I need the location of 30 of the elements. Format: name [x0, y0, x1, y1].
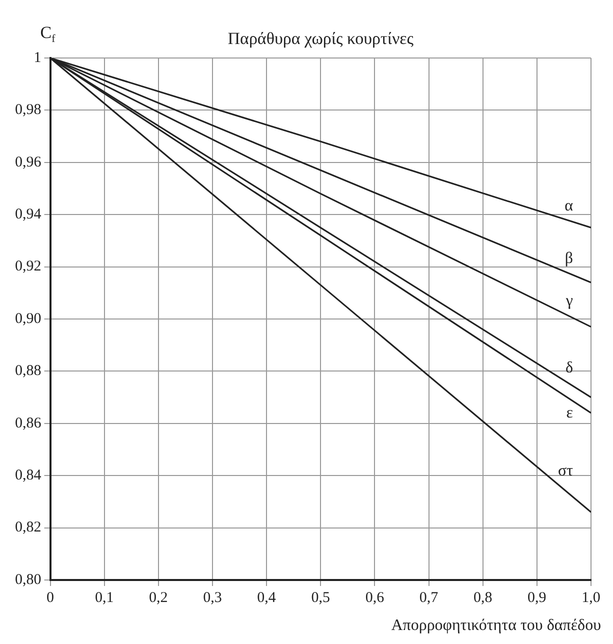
x-tick-label: 0,1 — [94, 590, 114, 606]
y-tick-label: 0,82 — [15, 520, 42, 536]
y-tick-label: 0,98 — [15, 102, 42, 118]
y-tick-label: 0,96 — [15, 154, 42, 170]
x-tick-label: 0,9 — [528, 590, 546, 606]
x-tick-label: 0,5 — [311, 590, 330, 606]
chart-title: Παράθυρα χωρίς κουρτίνες — [228, 28, 414, 48]
x-axis-title: Απορροφητικότητα του δαπέδου — [391, 617, 602, 634]
x-tick-label: 0,8 — [473, 590, 492, 606]
x-tick-label: 0,3 — [203, 590, 222, 606]
y-tick-label: 0,80 — [15, 572, 42, 588]
x-tick-label: 1,0 — [582, 590, 600, 606]
series-label: γ — [564, 292, 573, 310]
y-tick-label: 1 — [34, 50, 42, 66]
series-label: δ — [565, 359, 573, 376]
y-tick-label: 0,92 — [15, 258, 42, 275]
y-tick-label: 0,94 — [15, 206, 42, 223]
series-label: στ — [558, 462, 574, 480]
y-tick-label: 0,86 — [15, 415, 42, 432]
x-tick-label: 0,2 — [149, 590, 168, 606]
x-tick-label: 0,7 — [419, 590, 439, 606]
x-tick-label: 0 — [46, 590, 54, 606]
series-label: α — [564, 197, 574, 214]
series-label: β — [564, 250, 573, 267]
y-tick-label: 0,88 — [15, 363, 42, 380]
series-label: ε — [566, 404, 574, 422]
x-tick-label: 0,4 — [257, 590, 276, 606]
y-tick-label: 0,84 — [15, 468, 42, 484]
y-tick-label: 0,90 — [15, 310, 42, 327]
x-tick-label: 0,6 — [365, 590, 385, 606]
